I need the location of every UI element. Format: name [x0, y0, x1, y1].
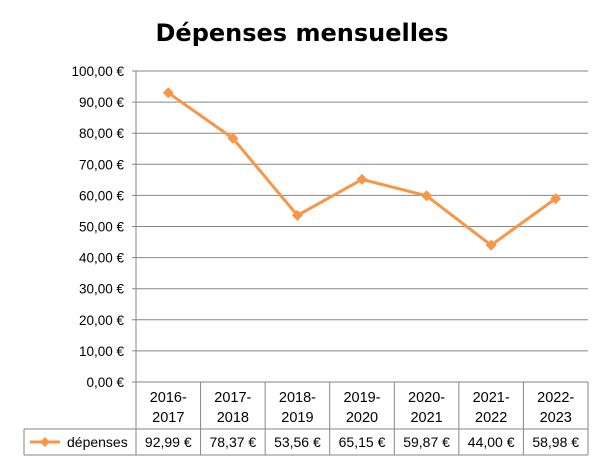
- y-tick-label: 70,00 €: [79, 157, 125, 172]
- data-label: 65,15 €: [339, 434, 386, 450]
- x-tick-label: 2017-2018: [214, 390, 251, 426]
- series-line: [168, 93, 555, 245]
- y-tick-label: 0,00 €: [86, 375, 124, 390]
- y-axis-labels: 0,00 € 10,00 € 20,00 € 30,00 € 40,00 € 50,00 …: [71, 64, 124, 390]
- x-tick-label: 2021-2022: [473, 390, 510, 426]
- y-tick-label: 20,00 €: [79, 313, 125, 328]
- y-tick-label: 30,00 €: [79, 282, 125, 297]
- y-tick-label: 40,00 €: [79, 251, 125, 266]
- y-tick-label: 90,00 €: [79, 95, 125, 110]
- data-label: 78,37 €: [209, 434, 256, 450]
- x-tick-label: 2018-2019: [279, 390, 316, 426]
- y-tick-label: 50,00 €: [79, 220, 125, 235]
- chart-title: Dépenses mensuelles: [156, 19, 449, 47]
- data-label: 59,87 €: [403, 434, 450, 450]
- y-tick-label: 80,00 €: [79, 126, 125, 141]
- data-label: 92,99 €: [145, 434, 192, 450]
- y-tick-label: 60,00 €: [79, 188, 125, 203]
- data-table: 2016-2017 2017-2018 2018-2019 2019-2020 2020…: [24, 382, 588, 455]
- x-tick-label: 2020-2021: [408, 390, 445, 426]
- x-tick-label: 2016-2017: [150, 390, 187, 426]
- data-label: 44,00 €: [468, 434, 515, 450]
- y-tick-label: 10,00 €: [79, 344, 125, 359]
- legend-marker: [40, 437, 50, 447]
- data-label: 58,98 €: [532, 434, 579, 450]
- x-tick-label: 2019-2020: [343, 390, 380, 426]
- x-tick-label: 2022-2023: [537, 390, 574, 426]
- y-tick-label: 100,00 €: [71, 64, 124, 79]
- legend-label: dépenses: [67, 434, 128, 450]
- data-label: 53,56 €: [274, 434, 321, 450]
